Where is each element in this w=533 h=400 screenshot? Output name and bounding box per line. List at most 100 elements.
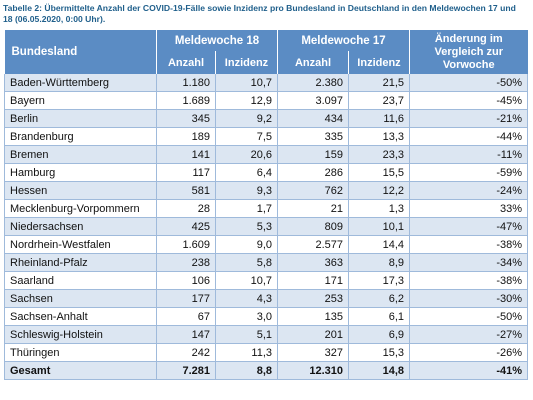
cell-state: Berlin: [4, 109, 157, 128]
cell-change: -30%: [409, 289, 528, 308]
cell-change: -50%: [409, 74, 528, 92]
cell-change: -24%: [409, 181, 528, 200]
cell-w18-count: 1.609: [156, 235, 216, 254]
cell-w18-incidence: 10,7: [215, 271, 278, 290]
cell-w18-incidence: 12,9: [215, 91, 278, 110]
cell-w18-incidence: 5,3: [215, 217, 278, 236]
cell-w17-count: 171: [277, 271, 349, 290]
cell-change: -21%: [409, 109, 528, 128]
cell-w18-count: 189: [156, 127, 216, 146]
cell-w18-incidence: 1,7: [215, 199, 278, 218]
header-w18-count: Anzahl: [156, 51, 216, 74]
cell-change: 33%: [409, 199, 528, 218]
header-w17-count: Anzahl: [277, 51, 349, 74]
table-row: Brandenburg 189 7,5 335 13,3 -44%: [4, 127, 528, 146]
cell-w18-incidence: 3,0: [215, 307, 278, 326]
table-row: Sachsen 177 4,3 253 6,2 -30%: [4, 289, 528, 308]
cell-w17-incidence: 17,3: [348, 271, 410, 290]
cell-w18-incidence: 5,1: [215, 325, 278, 344]
cell-w17-count: 3.097: [277, 91, 349, 110]
cell-state: Sachsen: [4, 289, 157, 308]
header-w18-incidence: Inzidenz: [215, 51, 278, 74]
cell-w17-incidence: 6,2: [348, 289, 410, 308]
cell-w18-incidence: 11,3: [215, 343, 278, 362]
table-row: Niedersachsen 425 5,3 809 10,1 -47%: [4, 217, 528, 236]
total-row: Gesamt 7.281 8,8 12.310 14,8 -41%: [4, 361, 528, 380]
cell-w18-count: 238: [156, 253, 216, 272]
cell-w17-count: 335: [277, 127, 349, 146]
cell-w18-count: 242: [156, 343, 216, 362]
cell-state: Thüringen: [4, 343, 157, 362]
cell-change: -34%: [409, 253, 528, 272]
cell-w18-incidence: 10,7: [215, 74, 278, 92]
cell-w18-count: 1.689: [156, 91, 216, 110]
cell-state: Hamburg: [4, 163, 157, 182]
table-row: Baden-Württemberg 1.180 10,7 2.380 21,5 -50%: [4, 74, 528, 92]
cell-w17-incidence: 6,9: [348, 325, 410, 344]
table-row: Hamburg 117 6,4 286 15,5 -59%: [4, 163, 528, 182]
cell-state: Niedersachsen: [4, 217, 157, 236]
cell-w17-count: 286: [277, 163, 349, 182]
table-body: Baden-Württemberg 1.180 10,7 2.380 21,5 -50% B…: [4, 74, 528, 380]
cell-w17-incidence: 15,5: [348, 163, 410, 182]
total-cell-w17-count: 12.310: [277, 361, 349, 380]
cell-w17-incidence: 10,1: [348, 217, 410, 236]
cell-w18-incidence: 9,2: [215, 109, 278, 128]
cell-change: -11%: [409, 145, 528, 164]
cell-w17-count: 253: [277, 289, 349, 308]
cell-w17-count: 159: [277, 145, 349, 164]
cell-state: Schleswig-Holstein: [4, 325, 157, 344]
covid-cases-table: Bundesland Meldewoche 18 Meldewoche 17 Ä…: [4, 30, 528, 380]
cell-state: Hessen: [4, 181, 157, 200]
header-change: Änderung im Vergleich zur Vorwoche: [409, 30, 528, 74]
table-caption: Tabelle 2: Übermittelte Anzahl der COVID…: [3, 3, 516, 24]
cell-w18-count: 425: [156, 217, 216, 236]
cell-w17-incidence: 13,3: [348, 127, 410, 146]
cell-w17-count: 135: [277, 307, 349, 326]
cell-state: Sachsen-Anhalt: [4, 307, 157, 326]
cell-w18-incidence: 9,3: [215, 181, 278, 200]
cell-w17-count: 327: [277, 343, 349, 362]
cell-state: Bayern: [4, 91, 157, 110]
cell-change: -38%: [409, 271, 528, 290]
total-cell-w18-count: 7.281: [156, 361, 216, 380]
cell-w18-count: 28: [156, 199, 216, 218]
cell-w17-count: 21: [277, 199, 349, 218]
table-row: Mecklenburg-Vorpommern 28 1,7 21 1,3 33%: [4, 199, 528, 218]
total-cell-state: Gesamt: [4, 361, 157, 380]
cell-change: -27%: [409, 325, 528, 344]
cell-state: Bremen: [4, 145, 157, 164]
total-cell-w17-incidence: 14,8: [348, 361, 410, 380]
total-cell-w18-incidence: 8,8: [215, 361, 278, 380]
cell-w17-count: 363: [277, 253, 349, 272]
cell-state: Brandenburg: [4, 127, 157, 146]
cell-w17-incidence: 6,1: [348, 307, 410, 326]
cell-w18-count: 67: [156, 307, 216, 326]
cell-change: -38%: [409, 235, 528, 254]
cell-change: -47%: [409, 217, 528, 236]
header-week-17: Meldewoche 17: [277, 30, 410, 51]
cell-w17-count: 201: [277, 325, 349, 344]
cell-w17-count: 2.577: [277, 235, 349, 254]
cell-change: -50%: [409, 307, 528, 326]
cell-w18-incidence: 4,3: [215, 289, 278, 308]
table-row: Sachsen-Anhalt 67 3,0 135 6,1 -50%: [4, 307, 528, 326]
cell-state: Mecklenburg-Vorpommern: [4, 199, 157, 218]
cell-w17-count: 434: [277, 109, 349, 128]
cell-change: -59%: [409, 163, 528, 182]
cell-w18-count: 106: [156, 271, 216, 290]
cell-w17-incidence: 23,7: [348, 91, 410, 110]
cell-w18-count: 1.180: [156, 74, 216, 92]
cell-state: Saarland: [4, 271, 157, 290]
table-row: Bayern 1.689 12,9 3.097 23,7 -45%: [4, 91, 528, 110]
table-row: Saarland 106 10,7 171 17,3 -38%: [4, 271, 528, 290]
table-row: Hessen 581 9,3 762 12,2 -24%: [4, 181, 528, 200]
cell-w18-count: 117: [156, 163, 216, 182]
cell-w18-incidence: 7,5: [215, 127, 278, 146]
table-row: Thüringen 242 11,3 327 15,3 -26%: [4, 343, 528, 362]
cell-change: -45%: [409, 91, 528, 110]
table-row: Berlin 345 9,2 434 11,6 -21%: [4, 109, 528, 128]
cell-w18-incidence: 9,0: [215, 235, 278, 254]
cell-w18-count: 147: [156, 325, 216, 344]
cell-w17-incidence: 1,3: [348, 199, 410, 218]
